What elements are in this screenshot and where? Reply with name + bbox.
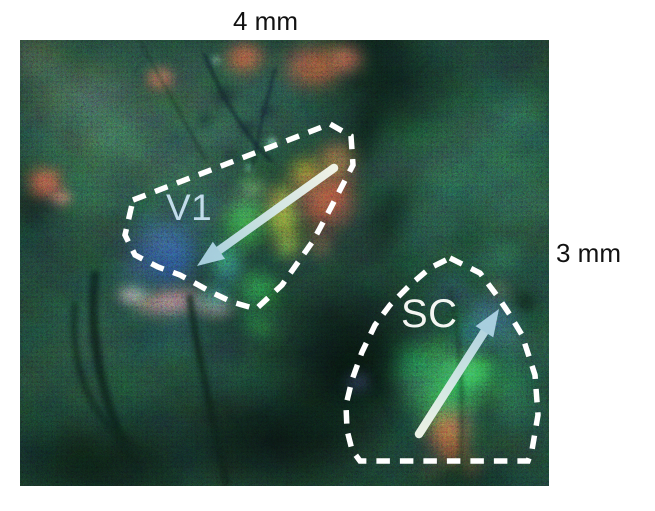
v1-arrow-shaft	[212, 163, 339, 257]
sc-direction-arrow-icon	[414, 309, 499, 439]
sc-label: SC	[401, 292, 458, 336]
annotations	[122, 120, 541, 464]
right-scale-label: 3 mm	[556, 238, 621, 268]
top-scale-label: 4 mm	[233, 6, 298, 36]
sc-arrow-shaft	[414, 324, 491, 439]
v1-label: V1	[166, 187, 213, 228]
sc-region-outline	[343, 254, 541, 464]
brain-imaging-photo: V1 SC	[20, 40, 549, 486]
v1-region-outline	[122, 120, 356, 313]
sc-arrowhead-icon	[475, 309, 499, 338]
v1-direction-arrow-icon	[197, 163, 339, 266]
v1-arrowhead-icon	[197, 241, 226, 266]
